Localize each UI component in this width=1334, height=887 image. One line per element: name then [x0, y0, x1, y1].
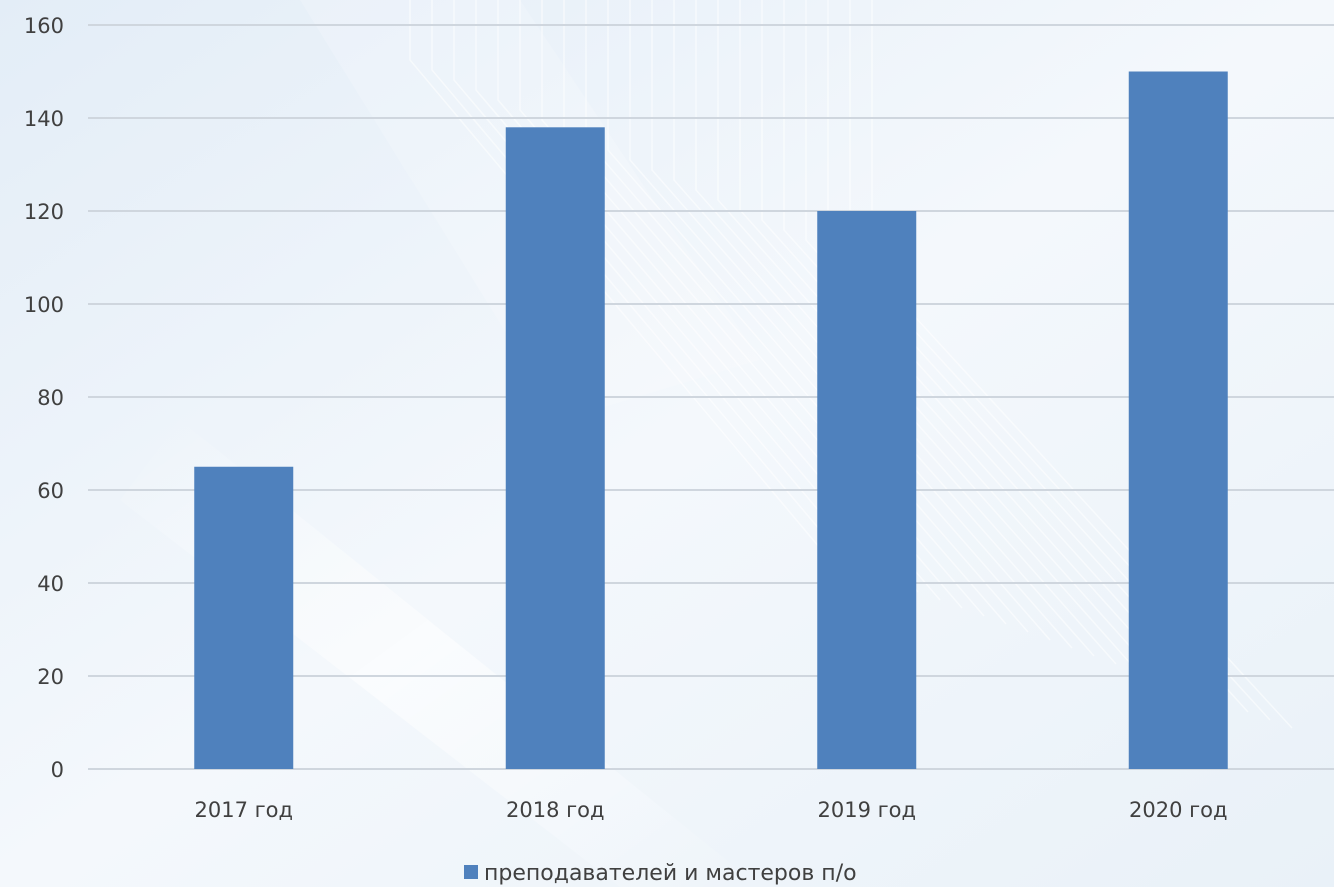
x-axis-ticks: 2017 год 2018 год 2019 год 2020 год: [194, 798, 1227, 822]
bar-2: [505, 127, 605, 770]
y-tick-label: 160: [24, 14, 64, 38]
y-tick-label: 100: [24, 293, 64, 317]
legend-label: преподавателей и мастеров п/о: [484, 861, 857, 886]
gridlines: [88, 24, 1334, 770]
y-tick-label: 140: [24, 107, 64, 131]
x-tick-label: 2017 год: [194, 798, 293, 822]
legend-swatch: [464, 865, 478, 879]
y-tick-label: 20: [37, 665, 64, 689]
bar-3: [817, 211, 917, 769]
y-tick-label: 80: [37, 386, 64, 410]
x-tick-label: 2019 год: [817, 798, 916, 822]
y-axis-ticks: 0 20 40 60 80 100 120 140 160: [24, 14, 64, 782]
bars: [194, 71, 1228, 770]
y-tick-label: 120: [24, 200, 64, 224]
bar-4: [1128, 71, 1228, 769]
y-tick-label: 60: [37, 479, 64, 503]
y-tick-label: 40: [37, 572, 64, 596]
x-tick-label: 2020 год: [1129, 798, 1228, 822]
bar-1: [194, 466, 294, 769]
y-tick-label: 0: [51, 758, 64, 782]
legend: преподавателей и мастеров п/о: [464, 861, 857, 886]
x-tick-label: 2018 год: [506, 798, 605, 822]
